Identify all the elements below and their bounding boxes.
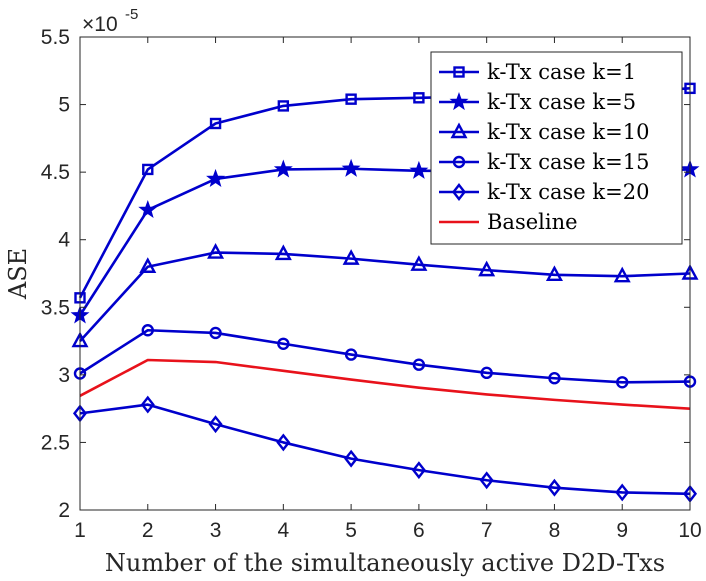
- data-point-s5-6: [411, 461, 426, 480]
- x-tick-label-8: 8: [549, 519, 561, 542]
- y-axis-title: ASE: [4, 248, 32, 300]
- data-point-s2-5: [341, 158, 361, 177]
- data-point-s3-7: [478, 260, 496, 277]
- legend-label-1: k-Tx case k=1: [487, 60, 636, 84]
- data-point-s3-5: [342, 249, 360, 265]
- legend-item-2: k-Tx case k=5: [439, 90, 636, 114]
- y-exponent-base: ×10: [82, 13, 118, 36]
- series-3: [71, 243, 699, 348]
- data-point-s2-4: [273, 159, 293, 178]
- x-tick-label-3: 3: [210, 519, 222, 542]
- legend-item-4: k-Tx case k=15: [439, 150, 649, 174]
- data-point-s5-3: [208, 415, 223, 434]
- x-tick-label-5: 5: [345, 519, 357, 542]
- data-point-s3-6: [410, 255, 428, 271]
- data-point-s5-9: [615, 483, 630, 502]
- data-point-s3-4: [274, 244, 292, 261]
- data-point-s1-2: [142, 163, 154, 176]
- data-point-s5-8: [547, 478, 562, 497]
- legend-label-2: k-Tx case k=5: [487, 90, 636, 114]
- legend-box: [430, 51, 683, 245]
- x-tick-label-4: 4: [277, 519, 289, 542]
- legend-item-6: Baseline: [439, 210, 578, 234]
- legend-item-3: k-Tx case k=10: [439, 120, 649, 144]
- legend-label-3: k-Tx case k=10: [487, 120, 649, 144]
- data-point-s4-9: [616, 376, 629, 389]
- y-tick-label-4: 3.5: [41, 296, 70, 319]
- data-point-s1-4: [277, 100, 290, 112]
- data-point-s5-7: [479, 471, 494, 490]
- data-point-s4-8: [548, 372, 561, 385]
- data-point-s5-2: [140, 395, 155, 414]
- data-point-s3-9: [613, 266, 631, 283]
- data-point-s4-2: [141, 324, 154, 337]
- data-point-s4-5: [344, 348, 358, 361]
- data-point-s3-3: [207, 243, 225, 259]
- data-point-s4-6: [412, 358, 426, 371]
- y-tick-label-5: 4: [58, 229, 70, 252]
- data-point-s5-4: [276, 433, 291, 452]
- series-6: [79, 358, 691, 410]
- data-point-s5-5: [344, 449, 359, 468]
- x-tick-label-9: 9: [616, 519, 628, 542]
- data-point-s2-3: [206, 168, 226, 187]
- data-point-s3-2: [139, 257, 157, 273]
- series-5: [72, 395, 698, 503]
- x-tick-label-1: 1: [74, 519, 86, 542]
- data-point-s1-3: [209, 117, 222, 130]
- data-point-s1-5: [345, 93, 357, 105]
- legend: k-Tx case k=1 k-Tx case k=5 k-Tx case k=10…: [430, 51, 683, 245]
- legend-item-5: k-Tx case k=20: [439, 180, 649, 204]
- series-line-4: [79, 328, 691, 384]
- x-axis-title: Number of the simultaneously active D2D-…: [105, 549, 665, 577]
- legend-marker-2: [449, 92, 469, 111]
- x-tick-label-6: 6: [413, 519, 425, 542]
- legend-label-4: k-Tx case k=15: [487, 150, 649, 174]
- data-point-s2-2: [138, 200, 158, 219]
- y-tick-label-7: 5: [58, 94, 70, 117]
- series-line-6: [79, 358, 691, 410]
- data-point-s1-6: [413, 92, 425, 104]
- y-tick-label-3: 3: [58, 364, 70, 387]
- x-tick-label-7: 7: [481, 519, 493, 542]
- y-tick-label-8: 5.5: [41, 26, 70, 49]
- legend-label-5: k-Tx case k=20: [487, 180, 649, 204]
- y-tick-label-6: 4.5: [41, 161, 70, 184]
- legend-item-1: k-Tx case k=1: [439, 60, 636, 84]
- data-point-s4-3: [209, 326, 222, 340]
- data-point-s3-8: [545, 265, 563, 282]
- series-line-3: [79, 251, 691, 342]
- legend-marker-3: [450, 122, 468, 139]
- legend-marker-1: [453, 66, 465, 78]
- legend-marker-4: [452, 155, 466, 169]
- data-point-s4-4: [277, 337, 290, 350]
- y-exponent-power: -5: [125, 6, 138, 23]
- series-line-5: [79, 403, 691, 496]
- y-tick-label-2: 2.5: [41, 431, 70, 454]
- legend-label-6: Baseline: [487, 210, 578, 234]
- data-point-s4-7: [480, 366, 493, 380]
- y-tick-label-1: 2: [58, 499, 70, 522]
- plot-frame: [79, 36, 691, 511]
- x-tick-label-2: 2: [142, 519, 154, 542]
- legend-marker-5: [451, 183, 467, 201]
- data-point-s2-6: [409, 160, 429, 179]
- x-tick-label-10: 10: [678, 519, 701, 542]
